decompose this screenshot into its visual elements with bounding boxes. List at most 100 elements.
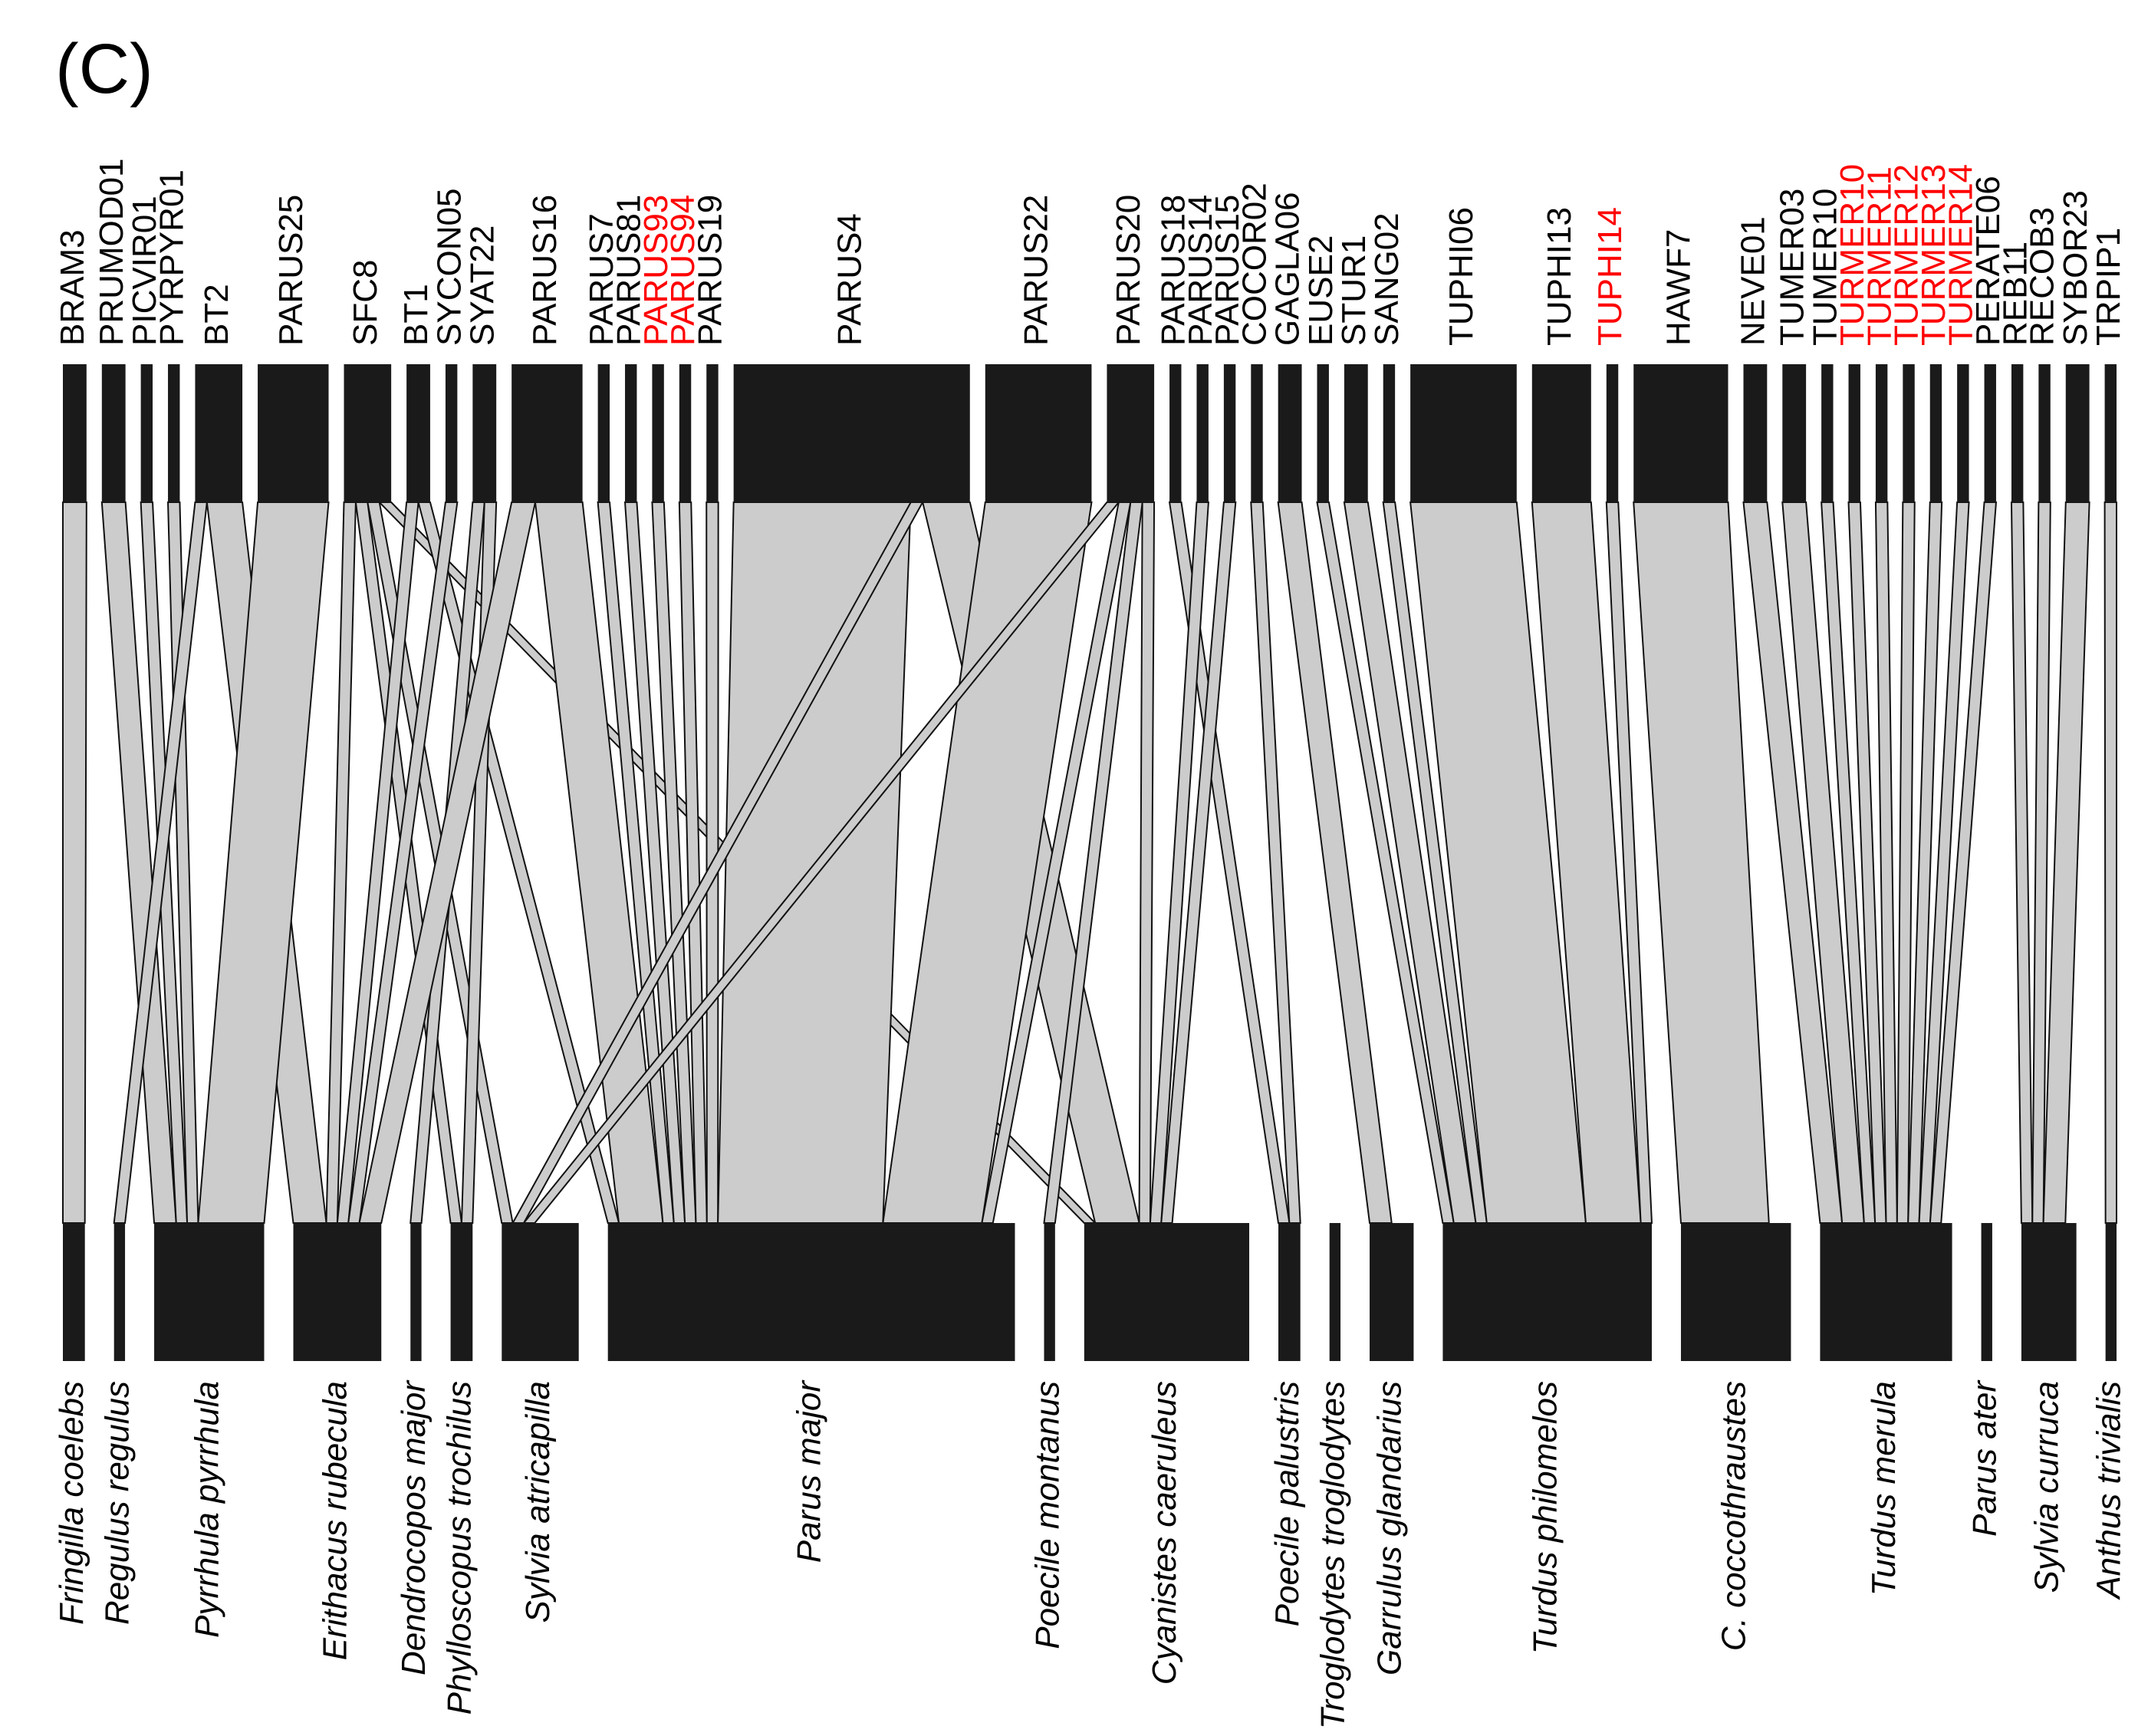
top-node-bram3 (63, 364, 87, 502)
top-node-hawf7 (1633, 364, 1728, 502)
top-node-label: PARUS18 (1154, 195, 1192, 346)
top-node-bt1 (406, 364, 430, 502)
link-parus20-to-cyanistes-caeruleus (1138, 501, 1156, 1224)
top-node-reb11 (2011, 364, 2024, 502)
bottom-node-label: Regulus regulus (98, 1381, 136, 1625)
top-node-label: REB11 (1996, 242, 2034, 346)
bottom-node-label: Parus major (791, 1379, 828, 1563)
top-node-label: TUPHI13 (1541, 207, 1578, 346)
top-node-parus7 (597, 364, 610, 502)
top-node-perate06 (1984, 364, 1996, 502)
top-node-label: PARUS14 (1182, 195, 1219, 346)
bottom-node-label: Cyanistes caeruleus (1146, 1381, 1183, 1685)
bottom-node-troglodytes-troglodytes (1329, 1223, 1341, 1361)
top-node-label: BT2 (198, 284, 235, 346)
top-node-neve01 (1743, 364, 1768, 502)
top-node-cocor02 (1251, 364, 1263, 502)
bottom-node-label: Dendrocopos major (395, 1379, 433, 1675)
top-node-label: TUMER03 (1773, 189, 1811, 346)
link-reb11-to-sylvia-curruca (2010, 501, 2034, 1224)
top-node-label: TUPHI14 (1591, 207, 1629, 346)
top-node-label: SFC8 (347, 260, 384, 346)
top-node-tumer03 (1782, 364, 1807, 502)
top-node-label: PARUS93 (637, 195, 675, 346)
top-node-label: STUR1 (1335, 235, 1373, 346)
bottom-node-label: Parus ater (1965, 1379, 2003, 1537)
top-node-recob3 (2038, 364, 2051, 502)
top-node-label: TURMER10 (1834, 164, 1871, 346)
bottom-node-anthus-trivialis (2105, 1223, 2117, 1361)
link-hawf7-to-c-coccothraustes (1633, 501, 1770, 1224)
link-bram3-to-fringilla-coelebs (62, 501, 87, 1224)
top-node-label: PARUS81 (610, 195, 647, 346)
top-node-trpip1 (2104, 364, 2117, 502)
top-node-label: RECOB3 (2024, 207, 2061, 346)
bottom-node-label: Phylloscopus trochilus (441, 1381, 479, 1715)
bottom-node-label: Turdus philomelos (1526, 1381, 1564, 1654)
top-node-parus16 (511, 364, 583, 502)
top-node-label: PYRPYR01 (153, 169, 190, 346)
top-node-pyrpyr01 (168, 364, 180, 502)
top-node-label: SANG02 (1368, 212, 1406, 346)
link-trpip1-to-anthus-trivialis (2103, 501, 2117, 1224)
top-node-prumod01 (101, 364, 126, 502)
bottom-node-blocks (63, 1223, 2117, 1361)
bottom-node-parus-major (607, 1223, 1015, 1361)
top-node-parus94 (679, 364, 692, 502)
top-node-parus19 (706, 364, 719, 502)
top-node-label: PARUS16 (526, 195, 564, 346)
bottom-node-label: Erithacus rubecula (316, 1381, 354, 1660)
top-node-parus18 (1169, 364, 1182, 502)
top-node-label: SYCON05 (430, 189, 468, 346)
bottom-node-phylloscopus-trochilus (450, 1223, 473, 1361)
top-node-label: PICVIR01 (126, 196, 163, 346)
bottom-node-dendrocopos-major (410, 1223, 422, 1361)
top-node-label: PARUS15 (1209, 195, 1246, 346)
top-node-tuphi06 (1410, 364, 1517, 502)
top-node-parus14 (1196, 364, 1209, 502)
bottom-node-turdus-philomelos (1442, 1223, 1652, 1361)
bottom-node-fringilla-coelebs (63, 1223, 85, 1361)
top-node-bt2 (195, 364, 243, 502)
top-node-sybor23 (2065, 364, 2090, 502)
bottom-node-label: Pyrrhula pyrrhula (188, 1381, 225, 1638)
bottom-node-sylvia-atricapilla (502, 1223, 579, 1361)
top-node-parus25 (258, 364, 329, 502)
top-node-tuphi14 (1606, 364, 1619, 502)
bottom-node-pyrrhula-pyrrhula (154, 1223, 265, 1361)
bottom-node-parus-ater (1981, 1223, 1992, 1361)
top-node-label: SYAT22 (463, 225, 501, 346)
top-node-label: COCOR02 (1236, 182, 1274, 346)
top-node-label: TUMER10 (1806, 189, 1844, 346)
top-node-label: TURMER11 (1860, 166, 1898, 346)
top-node-label: PARUS94 (664, 195, 702, 346)
top-node-turmer10 (1848, 364, 1860, 502)
top-node-label: PARUS25 (272, 195, 310, 346)
top-node-label: TRPIP1 (2090, 228, 2127, 346)
bottom-node-label: Sylvia atricapilla (519, 1381, 557, 1623)
top-node-label: HAWF7 (1659, 229, 1697, 346)
top-node-label: TURMER14 (1942, 164, 1979, 346)
top-node-label: EUSE2 (1302, 235, 1340, 346)
bottom-node-label: C. coccothraustes (1715, 1381, 1752, 1651)
top-node-label: PARUS22 (1018, 195, 1055, 346)
top-node-tuphi13 (1531, 364, 1591, 502)
top-node-stur1 (1344, 364, 1368, 502)
top-node-label: TUPHI06 (1442, 207, 1480, 346)
top-node-euse2 (1317, 364, 1329, 502)
bottom-node-poecile-palustris (1278, 1223, 1301, 1361)
top-node-label: PRUMOD01 (93, 159, 130, 347)
top-node-label: BT1 (397, 284, 435, 346)
top-node-label: PARUS19 (692, 195, 729, 346)
bottom-node-label: Anthus trivialis (2090, 1381, 2127, 1601)
top-node-label: PARUS4 (831, 213, 868, 346)
bottom-node-labels: Fringilla coelebs Regulus regulus Pyrrhula… (53, 1379, 2127, 1729)
top-node-turmer14 (1957, 364, 1969, 502)
bottom-node-label: Sylvia curruca (2028, 1381, 2065, 1593)
top-node-label: TURMER12 (1888, 164, 1926, 346)
top-node-label: TURMER13 (1915, 164, 1952, 346)
top-node-parus15 (1223, 364, 1236, 502)
interaction-links (62, 501, 2117, 1224)
